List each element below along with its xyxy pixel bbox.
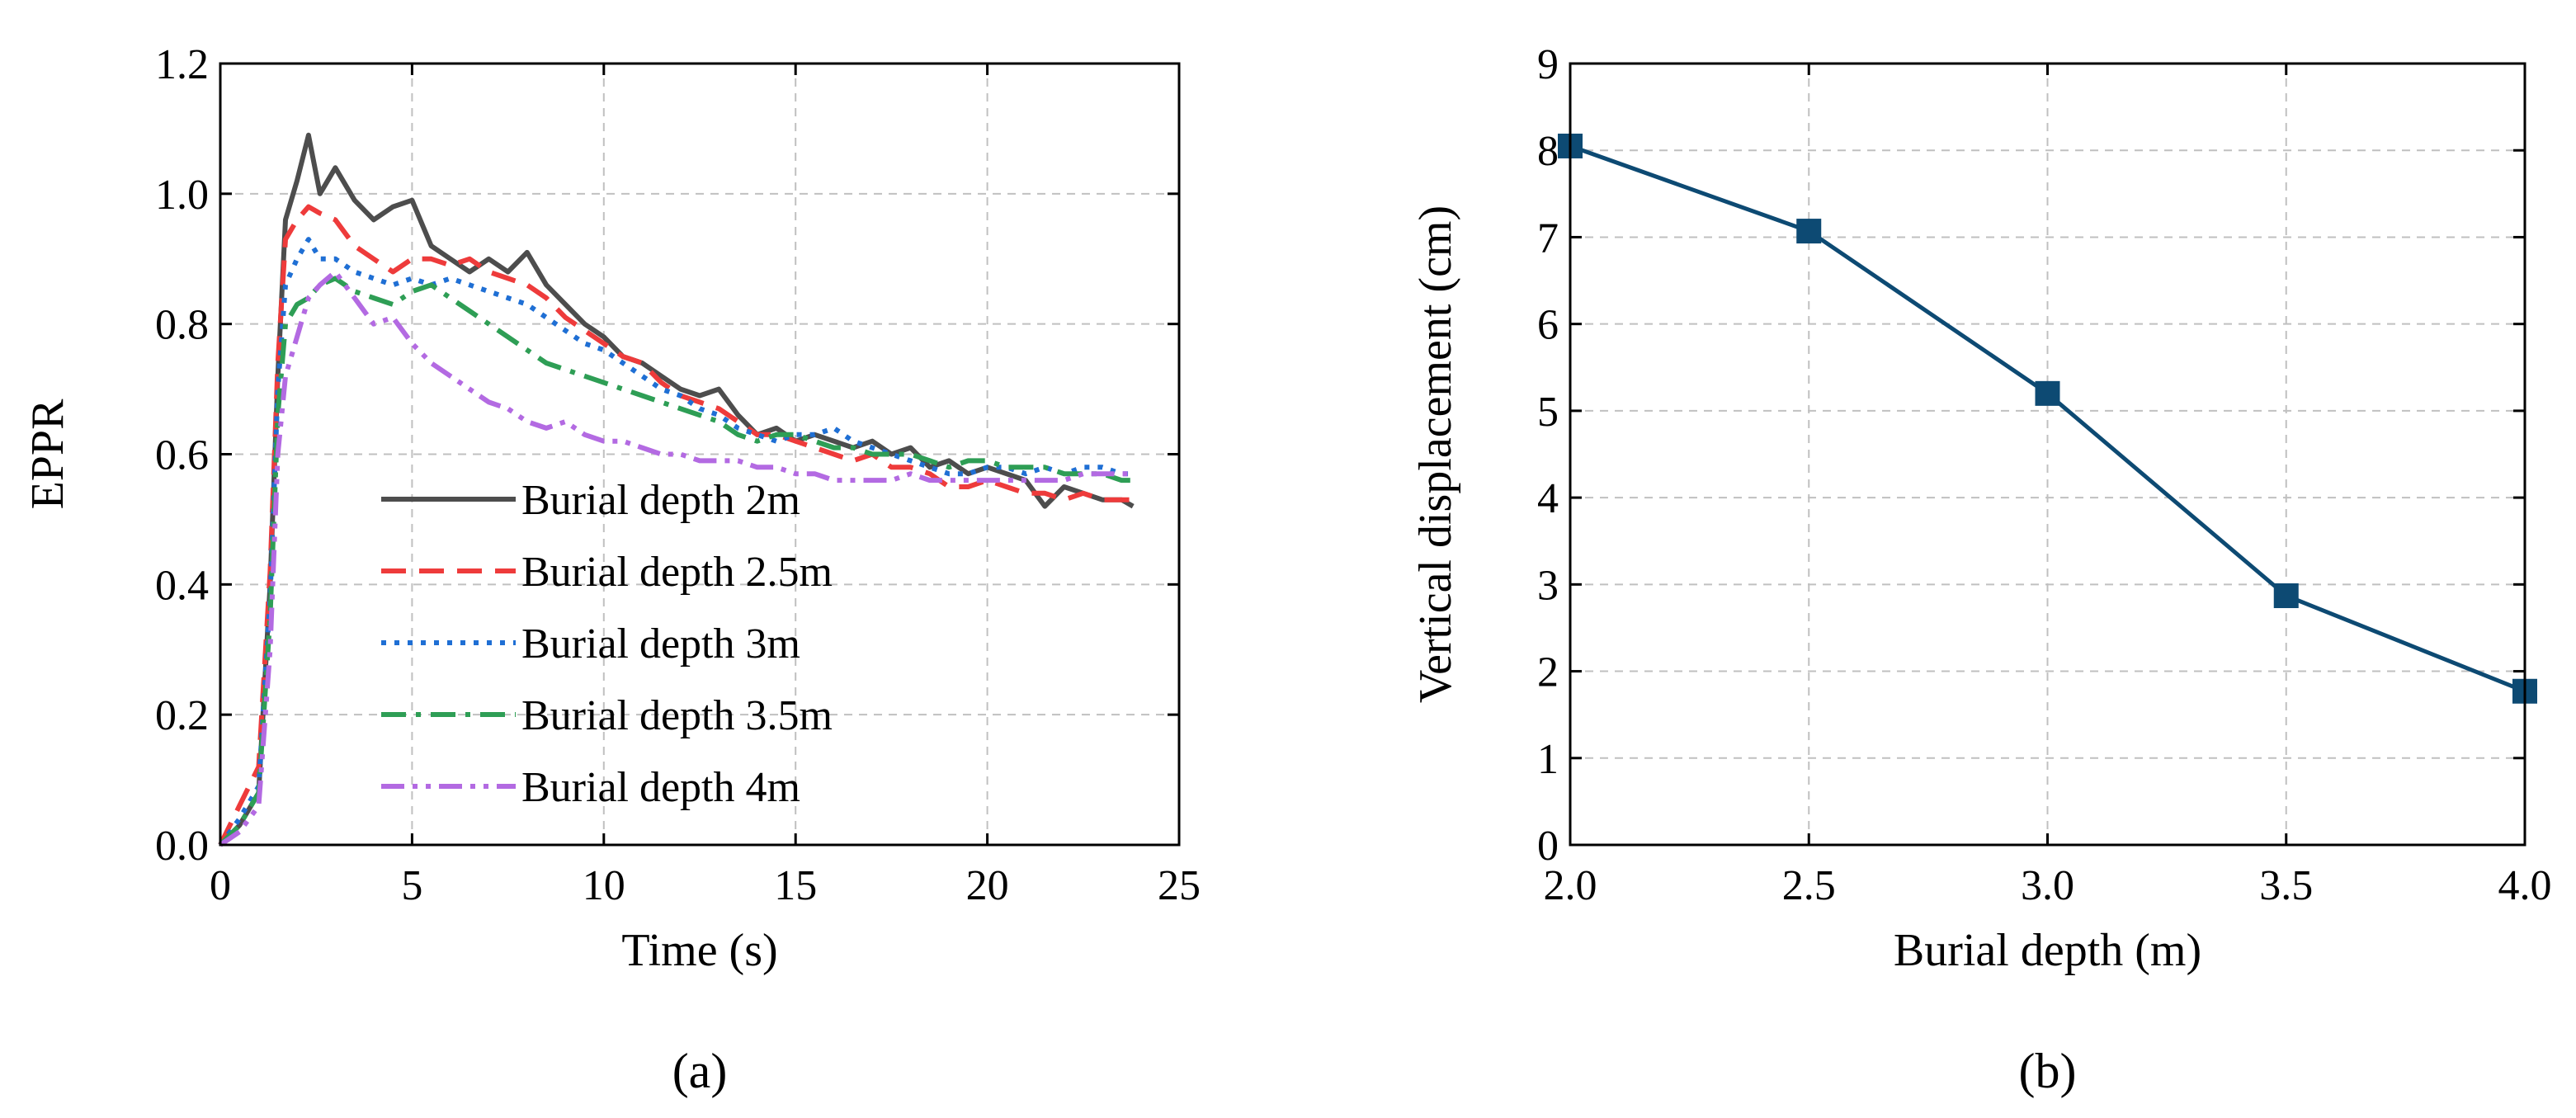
- x-tick-label: 20: [966, 862, 1009, 909]
- y-tick-label: 0: [1537, 823, 1559, 870]
- series-line-3: [218, 276, 1134, 847]
- y-tick-label: 0.8: [155, 302, 209, 349]
- x-tick-label: 2.5: [1782, 862, 1836, 909]
- y-tick-label: 1.0: [155, 172, 209, 219]
- x-tick-label: 3.0: [2021, 862, 2074, 909]
- x-tick-label: 5: [401, 862, 422, 909]
- x-axis-title: Time (s): [621, 925, 777, 976]
- plot-frame: [1569, 62, 2526, 847]
- legend-label: Burial depth 2m: [521, 477, 800, 524]
- panel-label: (b): [2019, 1044, 2077, 1098]
- x-tick-label: 15: [774, 862, 817, 909]
- x-tick-label: 3.5: [2259, 862, 2313, 909]
- legend-label: Burial depth 4m: [521, 764, 800, 811]
- y-axis-title: EPPR: [22, 399, 73, 509]
- series-line-4: [219, 269, 1134, 847]
- y-tick-label: 3: [1537, 562, 1559, 609]
- y-tick-label: 1: [1537, 736, 1559, 783]
- x-tick-label: 25: [1158, 862, 1201, 909]
- y-tick-label: 0.4: [155, 562, 209, 609]
- panel-label: (a): [672, 1044, 728, 1098]
- legend-label: Burial depth 3.5m: [521, 692, 833, 739]
- chart-a-epp-ratio-vs-time: 0 5 10 15 20 25 0.0 0.2 0.4 0.6 0.8 1.0 1.2 Time (s) E…: [22, 41, 1201, 1098]
- y-tick-label: 7: [1537, 215, 1559, 262]
- y-axis-title: Vertical displacement (cm): [1410, 205, 1461, 703]
- data-point-marker: [1796, 219, 1822, 244]
- x-tick-label: 2.0: [1544, 862, 1597, 909]
- y-tick-label: 0.2: [155, 692, 209, 739]
- y-tick-label: 8: [1537, 128, 1559, 175]
- y-tick-label: 4: [1537, 475, 1559, 522]
- y-tick-label: 5: [1537, 389, 1559, 436]
- y-tick-label: 0.6: [155, 432, 209, 479]
- legend-label: Burial depth 3m: [521, 620, 800, 667]
- x-tick-label: 0: [210, 862, 231, 909]
- chart-b-vertical-displacement-vs-depth: 2.0 2.5 3.0 3.5 4.0 0 1 2 3 4 5 6 7 8 9 Burial depth (m…: [1410, 41, 2552, 1098]
- x-tick-label: 10: [583, 862, 625, 909]
- legend: Burial depth 2m Burial depth 2.5m Burial d…: [381, 477, 833, 811]
- series-line-2: [218, 237, 1134, 847]
- series-line-0: [218, 132, 1135, 847]
- data-point-marker: [2035, 380, 2060, 406]
- data-point-marker: [2273, 583, 2299, 609]
- legend-label: Burial depth 2.5m: [521, 549, 833, 596]
- y-tick-label: 2: [1537, 649, 1559, 696]
- y-tick-label: 9: [1537, 41, 1559, 88]
- y-tick-label: 1.2: [155, 41, 209, 88]
- plot-frame: [219, 62, 1181, 847]
- y-tick-label: 0.0: [155, 823, 209, 870]
- series-line-1: [218, 204, 1134, 847]
- x-axis-title: Burial depth (m): [1894, 925, 2201, 976]
- y-tick-label: 6: [1537, 302, 1559, 349]
- x-tick-label: 4.0: [2498, 862, 2552, 909]
